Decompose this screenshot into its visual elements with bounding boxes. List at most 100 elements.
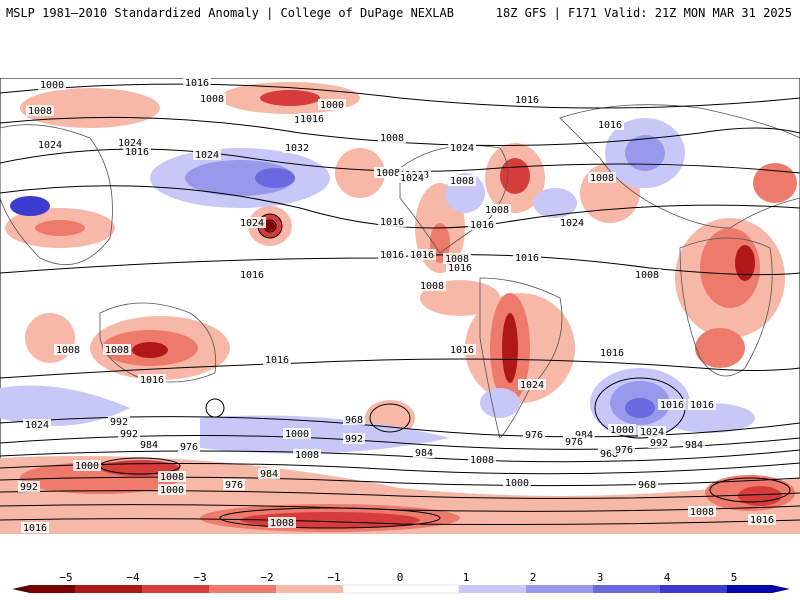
colorbar-ticks: −5 −4 −3 −2 −1 0 1 2 3 4 5 [59, 571, 737, 584]
isobar-label: 1008 [485, 205, 509, 216]
isobar-label-bg [513, 252, 541, 263]
isobar-label: 1016 [23, 523, 47, 534]
isobar-label-bg [238, 269, 266, 280]
isobar-label-bg [178, 441, 200, 452]
colorbar-tick: 4 [664, 571, 671, 584]
isobar-label: 1008 [590, 173, 614, 184]
isobar-label: 992 [650, 438, 668, 449]
isobar-label-bg [613, 444, 635, 455]
isobar-label: 992 [110, 417, 128, 428]
isobar-label-bg [558, 217, 586, 228]
isobar-label: 984 [415, 448, 433, 459]
isobar-label-bg [18, 481, 40, 492]
isobar-label-bg [408, 249, 436, 260]
isobar-label: 1016 [185, 78, 209, 89]
isobar-label: 1000 [285, 429, 309, 440]
isobar-label: 976 [180, 442, 198, 453]
isobar-label: 1016 [515, 95, 539, 106]
isobar-label-bg [116, 137, 144, 148]
colorbar-tick: −4 [126, 571, 140, 584]
isobar-label-bg [633, 269, 661, 280]
isobar-label: 1016 [410, 250, 434, 261]
isobar-label-bg [573, 429, 595, 440]
isobar-label-bg [103, 344, 131, 355]
isobar-label: 1024 [38, 140, 62, 151]
isobar-label: 1024 [640, 427, 664, 438]
isobar-label: 968 [600, 449, 618, 460]
isobar-label-bg [118, 428, 140, 439]
isobar-label: 1008 [200, 94, 224, 105]
isobar-label-bg [23, 419, 51, 430]
isobar-label-bg [503, 477, 531, 488]
isobar-label: 1016 [660, 400, 684, 411]
isobar-label: 1016 [265, 355, 289, 366]
isobar-label: 968 [638, 480, 656, 491]
isobar-label-bg [138, 439, 160, 450]
isobar-label-bg [73, 460, 101, 471]
isobar-label: 1008 [380, 133, 404, 144]
isobar-label-bg [138, 374, 166, 385]
isobar-label-bg [608, 424, 636, 435]
isobar-label-bg [596, 119, 624, 130]
colorbar-tick: 2 [530, 571, 537, 584]
isobar-label: 1000 [505, 478, 529, 489]
isobar-label-bg [588, 172, 616, 183]
isobar-label: 992 [120, 429, 138, 440]
isobar-label-bg [563, 436, 585, 447]
isobar-label-bg [483, 204, 511, 215]
model-run-info: 18Z GFS | F171 Valid: 21Z MON MAR 31 202… [495, 6, 792, 20]
isobar-label-bg [268, 517, 296, 528]
isobar-label: 992 [345, 434, 363, 445]
isobar-label: 984 [260, 469, 278, 480]
isobar-label: 1008 [28, 106, 52, 117]
isobar-label-bg [658, 399, 686, 410]
isobar-label: 1016 [600, 348, 624, 359]
colorbar-tick: 0 [397, 571, 404, 584]
isobar-label-bg [468, 454, 496, 465]
isobar-label-bg [413, 447, 435, 458]
isobar-label-bg [518, 379, 546, 390]
isobar-label: 1016 [450, 345, 474, 356]
isobar-label: 1024 [195, 150, 219, 161]
isobar-label-bg [38, 79, 66, 90]
isobar-label-bg [374, 167, 402, 178]
colorbar-tick: 1 [463, 571, 470, 584]
isobar-label-bg [748, 514, 776, 525]
isobar-label: 1016 [470, 220, 494, 231]
isobar-label-bg [343, 414, 365, 425]
isobar-label: 984 [140, 440, 158, 451]
isobar-label-bg [418, 280, 446, 291]
isobar-label-bg [446, 262, 474, 273]
isobar-label-bg [683, 439, 705, 450]
isobar-label-bg [598, 448, 620, 459]
isobar-label-bg [636, 479, 658, 490]
isobar-label: 1024 [560, 218, 584, 229]
colorbar-tick: −5 [59, 571, 72, 584]
isobar-label-bg [648, 437, 670, 448]
isobar-label: 1016 [448, 263, 472, 274]
isobar-label: 1008 [56, 345, 80, 356]
isobar-label: 1016 [140, 375, 164, 386]
colorbar-tick: 3 [597, 571, 604, 584]
isobar-label-bg [378, 249, 406, 260]
colorbar-swatches [12, 584, 790, 594]
isobar-label: 984 [575, 430, 593, 441]
isobar-label-bg [263, 354, 291, 365]
isobar-label: 976 [525, 430, 543, 441]
isobar-label: 992 [20, 482, 38, 493]
isobar-label-bg [448, 175, 476, 186]
isobar-label-bg [638, 426, 666, 437]
isobar-label: 1016 [750, 515, 774, 526]
isobar-label: 1024 [25, 420, 49, 431]
isobar-labels: 1000 1008 1008 1000 1016 1024 1024 1016 1008 1016… [18, 78, 776, 534]
isobar-label-bg [21, 522, 49, 533]
isobar-label: 1008 [160, 472, 184, 483]
isobar-label: 1016 [125, 147, 149, 158]
isobar-label: 976 [615, 445, 633, 456]
isobar-label: 1032 [285, 143, 309, 154]
isobar-label-bg [54, 344, 82, 355]
isobar-label: 976 [225, 480, 243, 491]
isobar-label: 1024 [450, 143, 474, 154]
isobar-label: 1024 [520, 380, 544, 391]
map-title: MSLP 1981–2010 Standardized Anomaly | Co… [6, 6, 454, 20]
